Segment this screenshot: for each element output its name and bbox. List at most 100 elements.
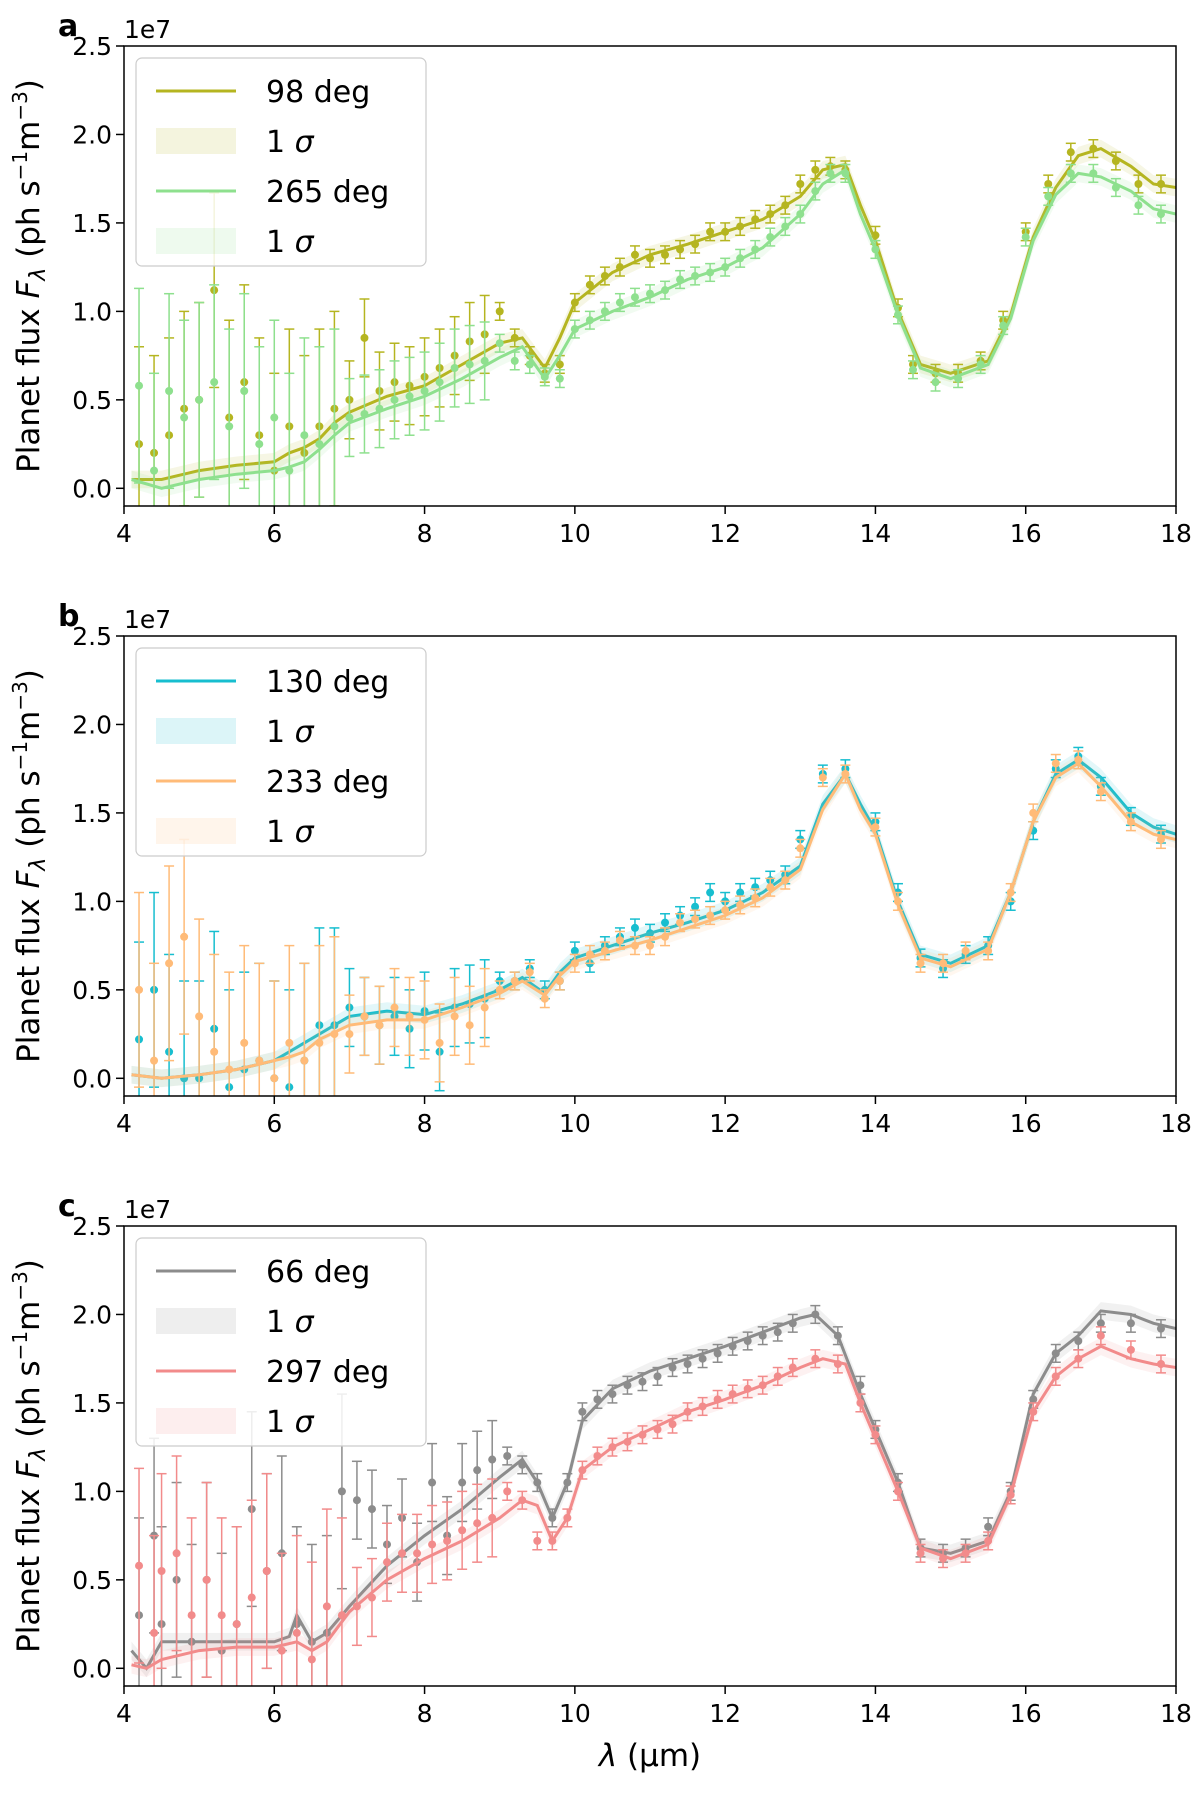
legend-label-text: 1 xyxy=(266,1305,295,1340)
x-tick-label: 10 xyxy=(559,1699,591,1728)
data-point xyxy=(585,280,594,289)
data-point xyxy=(1044,192,1053,201)
legend-label: 1 σ xyxy=(266,1405,315,1440)
legend-label: 1 σ xyxy=(266,1305,315,1340)
data-point xyxy=(270,1074,279,1083)
data-point xyxy=(630,250,639,259)
y-axis-label-part: ) xyxy=(11,79,47,91)
legend-label: 1 σ xyxy=(266,225,315,260)
y-axis-label-part: F xyxy=(11,870,47,889)
legend-label: 297 deg xyxy=(266,1355,389,1390)
data-point xyxy=(195,1012,204,1021)
y-tick-label: 0.5 xyxy=(72,976,112,1005)
data-point xyxy=(413,1549,422,1558)
data-point xyxy=(630,293,639,302)
data-point xyxy=(232,1620,241,1629)
y-axis-label-part: ) xyxy=(11,1259,47,1271)
y-axis-label-part: λ xyxy=(26,1448,51,1462)
data-point xyxy=(811,165,820,174)
data-point xyxy=(300,431,309,440)
data-point xyxy=(1051,759,1060,768)
x-tick-label: 18 xyxy=(1160,519,1192,548)
data-point xyxy=(405,392,414,401)
y-axis-label-part: Planet flux xyxy=(11,889,47,1063)
x-axis-label: λ (μm) xyxy=(597,1738,701,1774)
x-axis-label-var: λ xyxy=(597,1738,617,1774)
data-point xyxy=(615,298,624,307)
data-point xyxy=(488,1455,497,1464)
data-point xyxy=(495,339,504,348)
legend-label: 130 deg xyxy=(266,665,389,700)
y-axis-label-part: (ph s xyxy=(11,1360,47,1447)
data-point xyxy=(165,387,174,395)
legend-label: 265 deg xyxy=(266,175,389,210)
legend-band-swatch xyxy=(156,818,236,844)
data-point xyxy=(405,1012,414,1021)
data-point xyxy=(1066,148,1075,157)
data-point xyxy=(473,1519,482,1528)
x-tick-label: 8 xyxy=(417,519,433,548)
data-point xyxy=(818,773,827,782)
axes-frame xyxy=(123,1225,1177,1687)
data-point xyxy=(540,994,549,1003)
y-axis-label-part: m xyxy=(11,1301,47,1331)
data-point xyxy=(180,413,189,422)
data-point xyxy=(510,356,519,365)
x-tick-label: 12 xyxy=(709,1109,741,1138)
data-point xyxy=(826,169,835,178)
data-point xyxy=(1044,180,1053,188)
x-tick-label: 14 xyxy=(860,1699,892,1728)
y-axis-label-part: F xyxy=(11,280,47,299)
panel-letter: b xyxy=(58,599,79,634)
data-point xyxy=(277,1646,286,1655)
data-point xyxy=(270,413,279,422)
y-axis-label-part: m xyxy=(11,121,47,151)
plot-area xyxy=(131,139,1176,506)
data-point xyxy=(465,1021,474,1030)
y-tick-label: 2.5 xyxy=(72,32,112,61)
data-point xyxy=(255,440,264,449)
data-point xyxy=(1096,1319,1105,1328)
legend-box xyxy=(135,1237,427,1447)
legend-label: 1 σ xyxy=(266,715,315,750)
y-tick-label: 2.5 xyxy=(72,1212,112,1241)
data-point xyxy=(916,1549,925,1558)
data-point xyxy=(157,1567,166,1575)
x-tick-label: 10 xyxy=(559,519,591,548)
legend-label-sigma: σ xyxy=(295,1405,315,1440)
model-line xyxy=(130,1309,1176,1671)
y-tick-label: 2.0 xyxy=(72,1300,112,1329)
data-point xyxy=(796,180,805,188)
data-point xyxy=(262,1567,271,1575)
data-point xyxy=(398,1549,407,1558)
data-point xyxy=(435,1038,444,1047)
data-point xyxy=(555,360,564,369)
data-point xyxy=(615,936,624,945)
data-point xyxy=(450,1012,459,1021)
y-tick-label: 0.0 xyxy=(72,1654,112,1683)
legend-box xyxy=(135,647,427,857)
legend-label: 1 σ xyxy=(266,125,315,160)
data-point xyxy=(533,1536,542,1545)
data-point xyxy=(698,1354,707,1363)
y-tick-label: 1.0 xyxy=(72,1477,112,1506)
y-axis-label-part: λ xyxy=(26,858,51,872)
y-axis-label-part: −3 xyxy=(8,681,32,710)
legend-box xyxy=(135,57,427,267)
data-point xyxy=(428,1478,437,1487)
data-point xyxy=(375,1021,384,1030)
x-tick-label: 18 xyxy=(1160,1699,1192,1728)
data-point xyxy=(961,946,970,955)
data-point xyxy=(367,1505,376,1514)
y-axis-label-part: −3 xyxy=(8,1271,32,1300)
data-point xyxy=(165,959,174,968)
legend-label-text: 1 xyxy=(266,715,295,750)
data-point xyxy=(390,1003,399,1012)
data-point xyxy=(330,422,339,431)
data-point xyxy=(909,365,917,374)
data-point xyxy=(458,1526,467,1535)
y-tick-label: 2.0 xyxy=(72,710,112,739)
data-point xyxy=(984,1522,993,1531)
data-point xyxy=(195,395,204,404)
data-point xyxy=(1096,1331,1105,1340)
